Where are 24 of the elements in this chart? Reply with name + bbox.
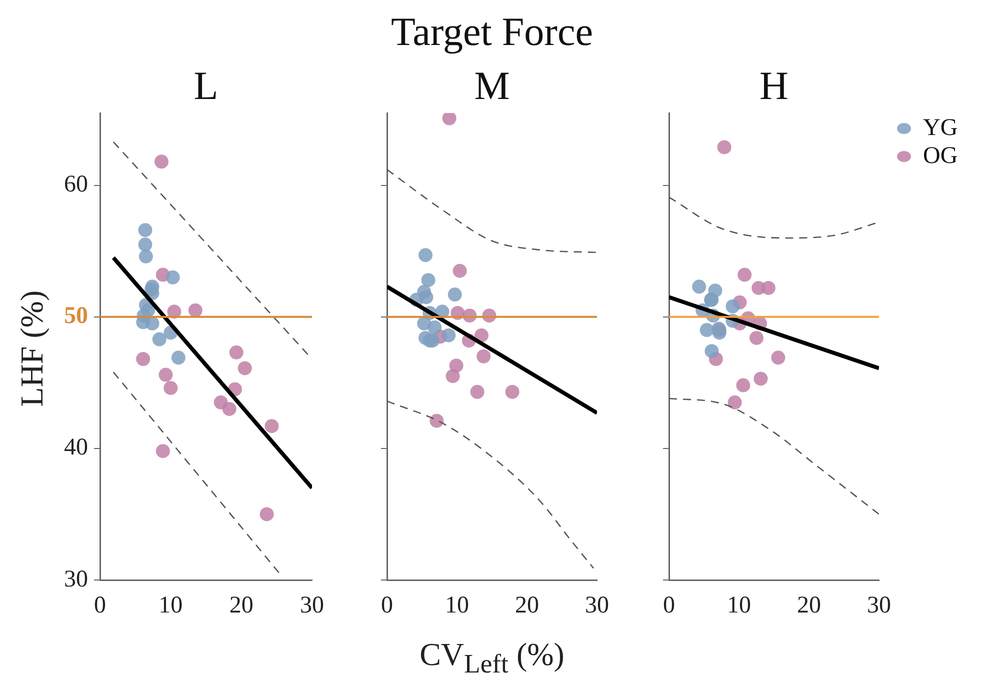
y-tick-label: 50 [64, 303, 88, 330]
y-tick-label: 40 [64, 434, 88, 461]
x-tick-label: 10 [445, 592, 469, 619]
chart-subtitle: Target Force [390, 8, 594, 56]
x-tick-label: 0 [94, 592, 106, 619]
x-axis-title: CV$_{Left}$ (%) [418, 636, 566, 680]
x-tick-label: 30 [585, 592, 609, 619]
x-tick-label: 30 [867, 592, 891, 619]
legend-label: OG [923, 142, 958, 170]
chart-title: H [758, 62, 790, 110]
y-tick-label: 60 [64, 172, 88, 198]
x-tick-label: 0 [381, 592, 393, 619]
x-tick-label: 20 [515, 592, 539, 619]
x-tick-label: 30 [300, 592, 324, 619]
x-tick-label: 0 [663, 592, 675, 619]
x-tick-label: 20 [797, 592, 821, 619]
x-tick-label: 10 [727, 592, 751, 619]
chart-title: L [192, 62, 220, 110]
x-tick-label: 10 [158, 592, 183, 619]
legend-label: YG [923, 114, 958, 142]
y-axis-title: LHF (%) [14, 289, 50, 409]
chart-title: M [473, 62, 511, 110]
y-tick-label: 30 [64, 566, 88, 592]
x-tick-label: 20 [229, 592, 254, 619]
